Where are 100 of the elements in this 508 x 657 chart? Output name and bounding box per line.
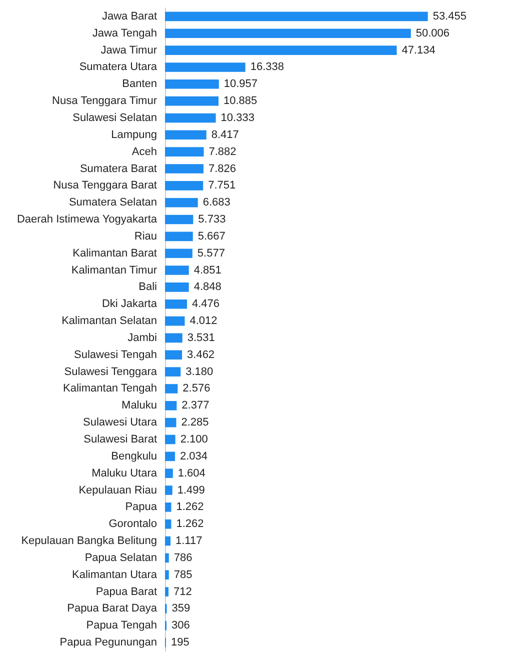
bar xyxy=(165,367,181,376)
data-label: 3.462 xyxy=(187,348,215,361)
y-tick-label: Kalimantan Tengah xyxy=(63,382,157,395)
data-label: 1.262 xyxy=(176,501,204,514)
bar xyxy=(165,384,178,394)
y-tick-label: Kepulauan Bangka Belitung xyxy=(21,535,157,548)
y-tick-label: Sumatera Barat xyxy=(80,162,157,175)
y-tick-label: Jawa Timur xyxy=(100,44,158,56)
data-label: 1.604 xyxy=(178,467,206,480)
bar xyxy=(165,333,182,343)
bar xyxy=(165,536,170,546)
y-tick-label: Papua Barat xyxy=(96,586,157,598)
data-label: 1.499 xyxy=(177,484,205,496)
bar xyxy=(165,62,246,72)
data-label: 3.180 xyxy=(186,366,214,378)
data-label: 1.117 xyxy=(175,535,202,548)
bar xyxy=(165,12,428,22)
y-tick-label: Papua Selatan xyxy=(84,552,157,564)
bar xyxy=(165,232,193,242)
bar xyxy=(165,570,169,580)
bar xyxy=(165,147,204,156)
y-tick-label: Sulawesi Selatan xyxy=(72,112,157,124)
bar xyxy=(165,468,173,478)
y-tick-label: Jawa Tengah xyxy=(92,27,157,40)
data-label: 53.455 xyxy=(432,10,466,22)
y-tick-label: Jawa Barat xyxy=(102,10,157,22)
y-tick-label: Papua Pegunungan xyxy=(60,636,157,649)
data-label: 195 xyxy=(170,636,190,649)
bar xyxy=(165,553,169,563)
data-label: 2.034 xyxy=(180,450,208,462)
data-label: 2.576 xyxy=(182,382,210,395)
bar xyxy=(165,113,216,123)
data-label: 7.882 xyxy=(208,146,236,158)
data-label: 3.531 xyxy=(187,332,215,344)
y-tick-label: Gorontalo xyxy=(108,518,157,530)
y-tick-label: Banten xyxy=(122,78,157,90)
y-tick-label: Maluku Utara xyxy=(92,467,158,480)
y-tick-label: Sumatera Selatan xyxy=(68,196,157,209)
data-label: 2.285 xyxy=(181,416,209,429)
bar xyxy=(165,79,219,89)
bar xyxy=(165,519,172,529)
bar xyxy=(165,130,206,140)
data-label: 10.885 xyxy=(224,95,258,108)
data-label: 10.957 xyxy=(224,78,258,90)
y-tick-label: Nusa Tenggara Timur xyxy=(52,95,158,108)
y-tick-label: Kalimantan Timur xyxy=(71,264,158,276)
bar xyxy=(165,350,182,360)
data-label: 47.134 xyxy=(402,44,436,56)
data-label: 712 xyxy=(174,586,192,598)
data-label: 4.848 xyxy=(194,281,222,294)
y-tick-label: Bengkulu xyxy=(111,450,157,462)
data-label: 786 xyxy=(174,552,192,564)
y-tick-label: Bali xyxy=(138,281,157,294)
y-tick-label: Sulawesi Barat xyxy=(84,433,157,446)
y-tick-label: Kalimantan Utara xyxy=(72,568,158,581)
y-tick-label: Sulawesi Utara xyxy=(83,416,158,429)
bar xyxy=(165,299,188,309)
data-label: 50.006 xyxy=(416,27,450,40)
y-tick-label: Papua Tengah xyxy=(86,620,157,632)
bar xyxy=(165,214,194,224)
bar xyxy=(165,198,198,208)
y-tick-label: Dki Jakarta xyxy=(102,298,158,310)
bar xyxy=(165,502,172,512)
y-tick-label: Jambi xyxy=(128,332,157,344)
data-label: 5.733 xyxy=(198,214,226,226)
bar xyxy=(165,46,397,55)
data-label: 5.577 xyxy=(197,247,225,260)
y-tick-label: Lampung xyxy=(111,128,157,141)
y-tick-label: Daerah Istimewa Yogyakarta xyxy=(16,214,158,226)
y-tick-label: Papua xyxy=(125,501,158,514)
bar xyxy=(165,587,168,596)
data-label: 7.751 xyxy=(208,180,236,192)
y-tick-label: Kepulauan Riau xyxy=(78,484,157,496)
y-tick-label: Kalimantan Selatan xyxy=(62,315,157,328)
bar xyxy=(165,28,411,38)
bar xyxy=(165,282,189,292)
y-tick-label: Sulawesi Tengah xyxy=(74,348,157,361)
bar xyxy=(165,452,175,462)
bar xyxy=(165,181,204,190)
data-label: 8.417 xyxy=(211,128,239,141)
data-label: 306 xyxy=(172,620,190,632)
bar xyxy=(165,266,189,275)
bar xyxy=(165,400,177,410)
data-label: 1.262 xyxy=(176,518,204,530)
bar xyxy=(165,418,176,428)
data-label: 5.667 xyxy=(198,230,226,242)
y-tick-label: Riau xyxy=(134,230,157,242)
y-tick-label: Aceh xyxy=(132,146,157,158)
data-label: 4.851 xyxy=(194,264,222,276)
data-label: 16.338 xyxy=(250,61,284,74)
data-label: 2.377 xyxy=(182,400,210,412)
data-label: 359 xyxy=(172,602,190,615)
data-label: 4.012 xyxy=(190,315,218,328)
y-tick-label: Sulawesi Tenggara xyxy=(64,366,158,378)
data-label: 785 xyxy=(174,568,192,581)
bar xyxy=(165,96,219,106)
data-label: 4.476 xyxy=(192,298,220,310)
y-tick-label: Nusa Tenggara Barat xyxy=(53,180,157,192)
bar xyxy=(165,434,176,444)
data-label: 7.826 xyxy=(208,162,236,175)
